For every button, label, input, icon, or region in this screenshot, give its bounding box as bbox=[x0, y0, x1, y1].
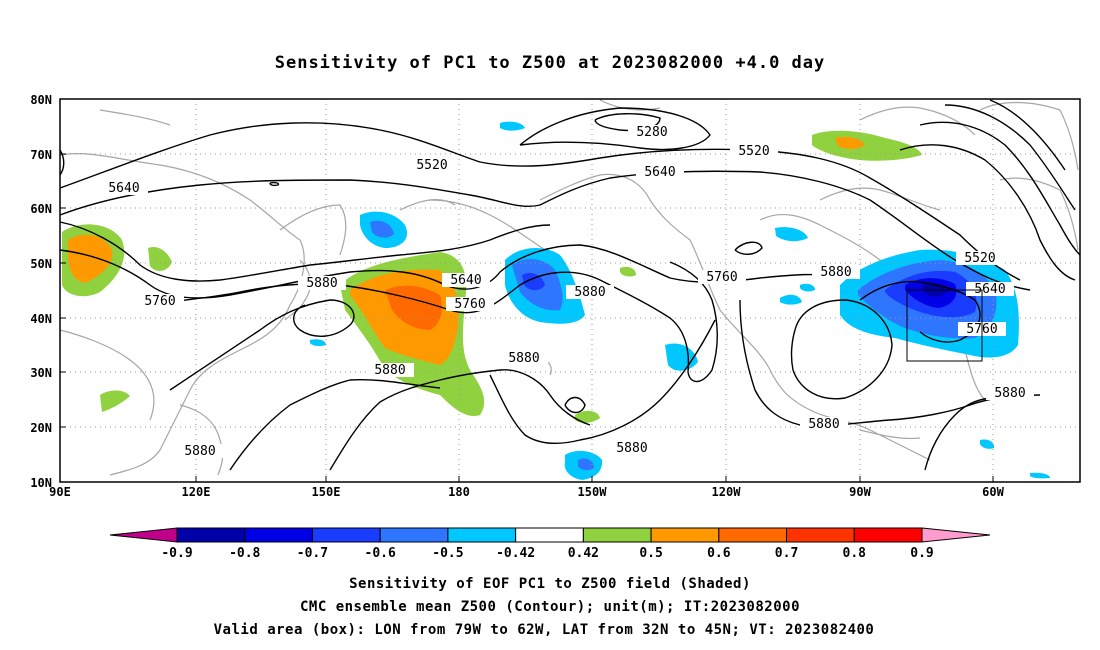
latitude-labels: 80N 70N 60N 50N 40N 30N 20N 10N bbox=[30, 93, 52, 490]
colorbar-label: -0.6 bbox=[365, 546, 396, 561]
colorbar-cell bbox=[718, 527, 788, 543]
contour-label: 5880 bbox=[500, 351, 548, 366]
svg-text:5880: 5880 bbox=[374, 363, 405, 378]
positive-sensitivity-shading bbox=[62, 130, 922, 423]
colorbar-label: -0.9 bbox=[161, 546, 192, 561]
contour-label: 5760 bbox=[698, 270, 746, 285]
lon-tick-label: 60W bbox=[982, 485, 1004, 499]
colorbar-cell bbox=[786, 527, 855, 543]
svg-text:5880: 5880 bbox=[574, 285, 605, 300]
lon-tick-label: 150W bbox=[578, 485, 608, 499]
lat-tick-label: 60N bbox=[30, 202, 52, 216]
negative-sensitivity-shading bbox=[310, 121, 1050, 480]
contour-label: 5880 bbox=[608, 441, 656, 456]
caption-line-1: Sensitivity of EOF PC1 to Z500 field (Sh… bbox=[349, 576, 751, 592]
colorbar-label: -0.8 bbox=[229, 546, 260, 561]
svg-text:5520: 5520 bbox=[416, 158, 447, 173]
colorbar-cell bbox=[379, 527, 449, 543]
contour-label: 5520 bbox=[956, 251, 1004, 266]
colorbar-label: 0.8 bbox=[843, 546, 867, 561]
colorbar-label: -0.5 bbox=[432, 546, 463, 561]
colorbar-cell bbox=[582, 527, 652, 543]
contour-label: 5880 bbox=[298, 276, 346, 291]
plot-frame bbox=[59, 98, 1081, 483]
svg-text:5880: 5880 bbox=[994, 386, 1025, 401]
contour-label: 5880 bbox=[812, 265, 860, 280]
colorbar-label: 0.42 bbox=[568, 546, 599, 561]
colorbar-label: 0.5 bbox=[639, 546, 662, 561]
valid-area-box bbox=[906, 289, 983, 362]
contour-label: 5880 bbox=[986, 386, 1034, 401]
contour-label: 5880 bbox=[800, 417, 848, 432]
lon-tick-label: 180 bbox=[448, 485, 470, 499]
captions: Sensitivity of EOF PC1 to Z500 field (Sh… bbox=[214, 576, 875, 638]
contour-label: 5760 bbox=[446, 297, 494, 312]
contour-label: 5640 bbox=[100, 181, 148, 196]
svg-text:5640: 5640 bbox=[644, 165, 675, 180]
svg-text:5880: 5880 bbox=[616, 441, 647, 456]
svg-text:5640: 5640 bbox=[450, 273, 481, 288]
colorbar-label: -0.42 bbox=[496, 546, 535, 561]
colorbar-cell bbox=[244, 527, 313, 543]
colorbar-cell bbox=[311, 527, 381, 543]
contour-label: 5520 bbox=[730, 144, 778, 159]
contour-labels: 5280 5520 5520 5640 5640 5760 5880 5880 … bbox=[100, 125, 1034, 459]
contour-label: 5640 bbox=[636, 165, 684, 180]
lat-tick-label: 40N bbox=[30, 312, 52, 326]
svg-text:5520: 5520 bbox=[964, 251, 995, 266]
lon-tick-label: 150E bbox=[312, 485, 341, 499]
tick-marks bbox=[60, 153, 994, 482]
lat-tick-label: 80N bbox=[30, 93, 52, 107]
colorbar-cell bbox=[853, 527, 923, 543]
colorbar-cell bbox=[176, 527, 246, 543]
svg-text:5880: 5880 bbox=[306, 276, 337, 291]
lat-tick-label: 10N bbox=[30, 476, 52, 490]
caption-line-2: CMC ensemble mean Z500 (Contour); unit(m… bbox=[300, 599, 800, 615]
colorbar-label: 0.6 bbox=[707, 546, 731, 561]
colorbar-over-triangle bbox=[921, 527, 991, 543]
contour-label: 5280 bbox=[628, 125, 676, 140]
colorbar-cell bbox=[515, 527, 584, 543]
map-title: Sensitivity of PC1 to Z500 at 2023082000… bbox=[275, 53, 826, 73]
colorbar-under-triangle bbox=[109, 527, 178, 543]
contour-label: 5880 bbox=[366, 363, 414, 378]
svg-text:5640: 5640 bbox=[108, 181, 139, 196]
contour-label: 5760 bbox=[136, 294, 184, 309]
svg-text:5880: 5880 bbox=[184, 444, 215, 459]
lat-tick-label: 30N bbox=[30, 366, 52, 380]
colorbar-label: -0.7 bbox=[297, 546, 328, 561]
svg-text:5880: 5880 bbox=[820, 265, 851, 280]
contour-label: 5880 bbox=[566, 285, 614, 300]
svg-text:5760: 5760 bbox=[454, 297, 485, 312]
longitude-labels: 90E 120E 150E 180 150W 120W 90W 60W bbox=[49, 485, 1004, 499]
lat-tick-label: 20N bbox=[30, 421, 52, 435]
svg-text:5280: 5280 bbox=[636, 125, 667, 140]
lon-tick-label: 120E bbox=[182, 485, 211, 499]
gridlines bbox=[60, 99, 1080, 482]
colorbar-labels: -0.9 -0.8 -0.7 -0.6 -0.5 -0.42 0.42 0.5 0.6 0.7 0.… bbox=[161, 546, 933, 561]
colorbar: -0.9 -0.8 -0.7 -0.6 -0.5 -0.42 0.42 0.5 0.6 0.7 0.… bbox=[109, 527, 991, 561]
svg-text:5760: 5760 bbox=[144, 294, 175, 309]
svg-text:5520: 5520 bbox=[738, 144, 769, 159]
contour-label: 5880 bbox=[176, 444, 224, 459]
lon-tick-label: 90E bbox=[49, 485, 71, 499]
lat-tick-label: 70N bbox=[30, 148, 52, 162]
plot-area: 5280 5520 5520 5640 5640 5760 5880 5880 … bbox=[59, 98, 1081, 483]
contour-label: 5520 bbox=[408, 158, 456, 173]
svg-text:5760: 5760 bbox=[706, 270, 737, 285]
svg-text:5880: 5880 bbox=[508, 351, 539, 366]
lon-tick-label: 90W bbox=[849, 485, 871, 499]
colorbar-label: 0.9 bbox=[910, 546, 933, 561]
lat-tick-label: 50N bbox=[30, 257, 52, 271]
colorbar-cell bbox=[447, 527, 517, 543]
lon-tick-label: 120W bbox=[712, 485, 742, 499]
caption-line-3: Valid area (box): LON from 79W to 62W, L… bbox=[214, 622, 875, 638]
colorbar-cells bbox=[176, 527, 923, 543]
svg-text:5880: 5880 bbox=[808, 417, 839, 432]
contour-label: 5640 bbox=[442, 273, 490, 288]
colorbar-cell bbox=[650, 527, 720, 543]
colorbar-label: 0.7 bbox=[775, 546, 798, 561]
